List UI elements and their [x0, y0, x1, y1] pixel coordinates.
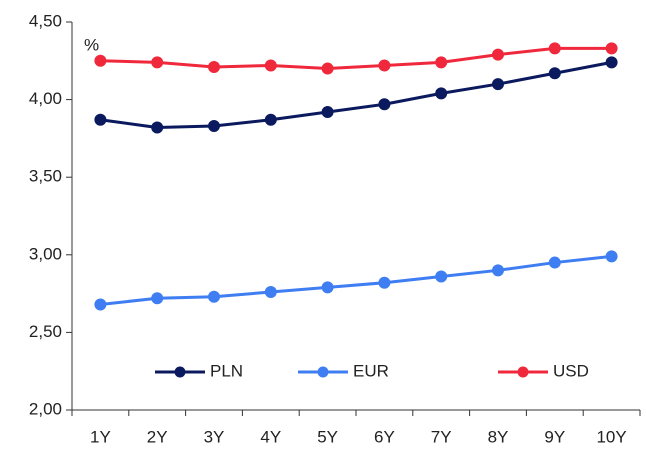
x-tick-label: 9Y	[544, 427, 565, 446]
series-marker	[264, 113, 277, 126]
series-marker	[94, 298, 107, 311]
legend-marker	[517, 366, 529, 378]
series-marker	[151, 56, 164, 69]
series-marker	[94, 113, 107, 126]
series-marker	[492, 264, 504, 277]
x-tick-label: 7Y	[431, 427, 452, 446]
series-marker	[264, 286, 277, 299]
series-marker	[435, 56, 448, 69]
legend-marker	[317, 366, 329, 378]
legend-label: EUR	[353, 361, 389, 380]
series-marker	[321, 106, 334, 119]
y-tick-label: 3,00	[29, 244, 62, 263]
series-marker	[548, 42, 561, 55]
series-marker	[605, 42, 618, 55]
x-tick-label: 2Y	[147, 427, 168, 446]
series-marker	[321, 62, 334, 75]
y-tick-label: 2,50	[29, 322, 62, 341]
x-tick-label: 1Y	[90, 427, 111, 446]
legend-marker	[174, 366, 186, 378]
series-marker	[435, 87, 448, 100]
x-tick-label: 4Y	[260, 427, 281, 446]
series-marker	[492, 78, 504, 91]
series-marker	[378, 59, 391, 72]
series-marker	[94, 54, 107, 67]
x-tick-label: 10Y	[596, 427, 626, 446]
x-tick-label: 3Y	[204, 427, 225, 446]
series-marker	[605, 250, 618, 263]
series-marker	[435, 270, 448, 283]
series-marker	[492, 48, 504, 61]
series-marker	[548, 256, 561, 269]
y-tick-label: 2,00	[29, 399, 62, 418]
legend-label: USD	[553, 361, 589, 380]
series-marker	[151, 292, 164, 305]
series-marker	[151, 121, 164, 134]
series-line	[100, 46, 612, 71]
series-marker	[208, 61, 220, 74]
legend-label: PLN	[210, 361, 243, 380]
series-marker	[378, 276, 391, 289]
series-marker	[378, 98, 391, 111]
y-tick-label: 4,00	[29, 89, 62, 108]
series-marker	[548, 67, 561, 80]
series-line	[100, 254, 612, 306]
x-tick-label: 5Y	[317, 427, 338, 446]
series-marker	[605, 56, 618, 69]
unit-annotation: %	[84, 35, 99, 54]
x-tick-label: 8Y	[488, 427, 509, 446]
y-tick-label: 4,50	[29, 11, 62, 30]
series-marker	[264, 59, 277, 72]
series-marker	[208, 119, 220, 132]
series-line	[100, 60, 612, 130]
series-marker	[208, 290, 220, 303]
y-tick-label: 3,50	[29, 167, 62, 186]
series-marker	[321, 281, 334, 294]
x-tick-label: 6Y	[374, 427, 395, 446]
